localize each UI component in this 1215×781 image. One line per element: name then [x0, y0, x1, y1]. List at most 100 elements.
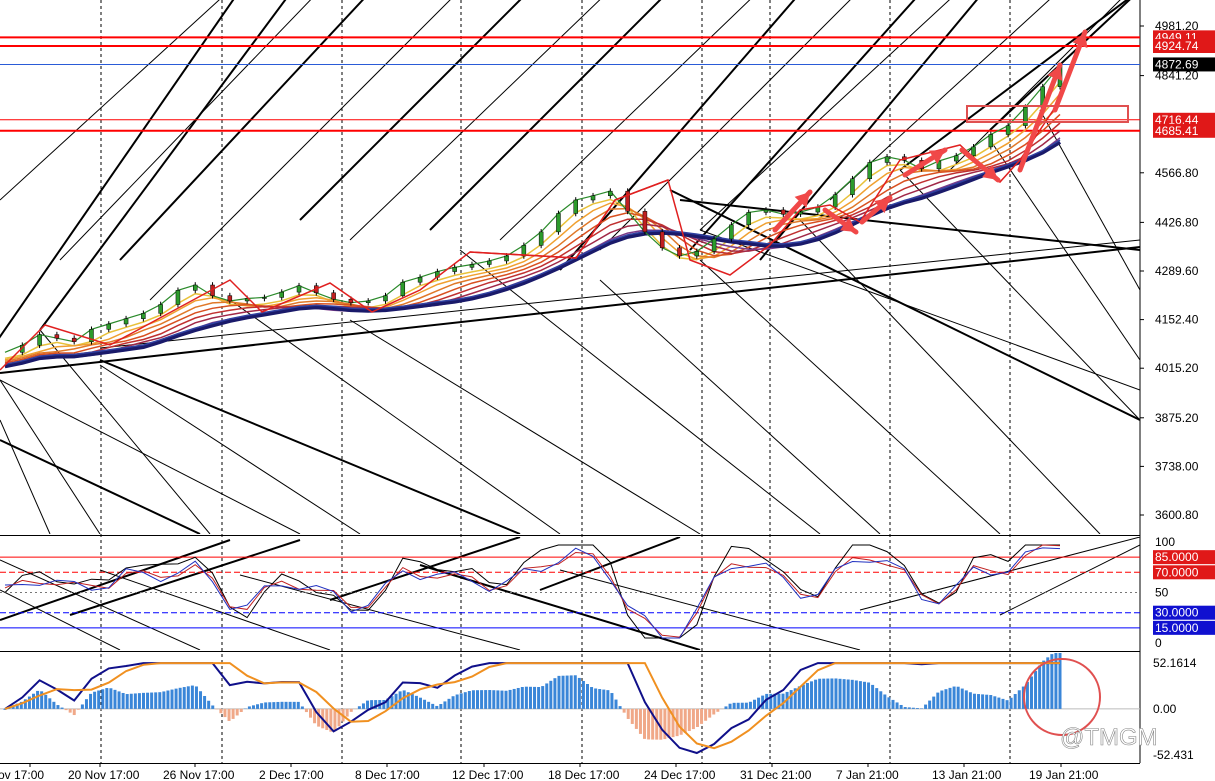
macd-histogram-bar [956, 686, 960, 709]
macd-histogram-bar [227, 708, 231, 721]
macd-histogram-bar [296, 701, 300, 709]
macd-panel [0, 653, 1140, 755]
price-tick-label: 3600.80 [1155, 508, 1199, 522]
macd-histogram-bar [137, 693, 141, 709]
macd-histogram-bar [671, 708, 675, 738]
rsi-level-tag-label: 70.0000 [1155, 565, 1199, 579]
macd-histogram-bar [622, 708, 626, 713]
macd-histogram-bar [748, 701, 752, 709]
trend-line [429, 0, 662, 231]
macd-histogram-bar [614, 699, 618, 709]
time-tick-label: 8 Dec 17:00 [355, 768, 420, 781]
macd-histogram-bar [121, 692, 125, 709]
macd-histogram-bar [569, 675, 573, 709]
rsi-panel [0, 537, 1140, 650]
macd-histogram-bar [643, 708, 647, 739]
macd-histogram-bar [414, 695, 418, 709]
macd-histogram-bar [512, 688, 516, 709]
ma-ribbon-line [4, 81, 1061, 360]
macd-histogram-bar [235, 708, 239, 716]
macd-histogram-bar [850, 679, 854, 709]
macd-histogram-bar [166, 690, 170, 709]
macd-histogram-bar [724, 706, 728, 709]
macd-histogram-bar [964, 690, 968, 709]
macd-histogram-bar [427, 701, 431, 709]
candle-body [884, 156, 890, 163]
macd-histogram-bar [960, 688, 964, 709]
macd-histogram-bar [907, 707, 911, 709]
watermark-logo: @TMGM [1060, 724, 1158, 751]
macd-histogram-bar [64, 708, 68, 711]
macd-histogram-bar [97, 690, 101, 709]
macd-histogram-bar [406, 692, 410, 709]
candle-body [625, 190, 630, 212]
macd-histogram-bar [410, 694, 414, 709]
candle-body [694, 251, 700, 257]
macd-histogram-bar [329, 708, 333, 732]
macd-histogram-bar [496, 690, 500, 709]
macd-histogram-bar [928, 700, 932, 709]
candle-body [608, 190, 613, 197]
price-level-tag [1153, 112, 1215, 127]
candle-body [538, 231, 544, 246]
macd-histogram-bar [838, 678, 842, 709]
candle-body [711, 238, 717, 252]
macd-histogram-bar [101, 689, 105, 709]
macd-histogram-bar [695, 708, 699, 727]
macd-histogram-bar [349, 708, 353, 712]
trend-line [699, 229, 1140, 391]
trend-line [299, 0, 522, 221]
macd-histogram-bar [989, 695, 993, 709]
macd-histogram-bar [272, 702, 276, 709]
ma-ribbon-line [4, 122, 1061, 366]
time-tick-label: 20 Nov 17:00 [68, 768, 140, 781]
candle-body [331, 292, 336, 300]
candle-body [1005, 125, 1011, 135]
time-tick-label: 7 Jan 21:00 [836, 768, 899, 781]
rsi-line [4, 544, 1060, 639]
macd-histogram-bar [533, 686, 537, 709]
macd-histogram-bar [203, 695, 207, 709]
candle-body [54, 334, 60, 339]
macd-histogram-bar [113, 689, 117, 709]
candle-body [521, 245, 527, 257]
candle-body [642, 211, 648, 233]
macd-tick-label: 52.1614 [1153, 656, 1197, 670]
macd-histogram-bar [744, 702, 748, 709]
macd-signal-line [4, 662, 1060, 750]
candle-body [850, 178, 855, 195]
time-tick-label: 19 Jan 21:00 [1029, 768, 1099, 781]
macd-histogram-bar [182, 687, 186, 709]
macd-histogram-bar [634, 708, 638, 729]
macd-histogram-bar [84, 699, 88, 709]
candle-body [504, 255, 509, 262]
macd-histogram-bar [602, 689, 606, 709]
trend-line [99, 359, 521, 534]
macd-histogram-bar [952, 686, 956, 709]
candle-body [867, 162, 873, 180]
macd-histogram-bar [15, 703, 19, 709]
trend-line [0, 0, 220, 201]
arrow-head [839, 217, 856, 232]
macd-histogram-bar [1001, 698, 1005, 709]
macd-histogram-bar [459, 693, 463, 709]
macd-histogram-bar [712, 708, 716, 715]
macd-histogram-bar [810, 681, 814, 709]
rsi-trend-line [559, 569, 861, 650]
rsi-trend-line [0, 559, 201, 650]
candle-body [1023, 106, 1028, 126]
macd-histogram-bar [471, 690, 475, 709]
macd-histogram-bar [463, 692, 467, 709]
macd-histogram-bar [732, 702, 736, 709]
macd-histogram-bar [944, 689, 948, 709]
candle-body [106, 323, 112, 330]
macd-histogram-bar [524, 686, 528, 709]
macd-histogram-bar [911, 707, 915, 709]
macd-histogram-bar [1058, 653, 1062, 709]
macd-histogram-bar [740, 702, 744, 709]
candle-body [348, 298, 354, 303]
macd-histogram-bar [968, 692, 972, 709]
candle-body [175, 290, 181, 305]
candle-body [590, 195, 596, 201]
macd-histogram-bar [117, 691, 121, 709]
